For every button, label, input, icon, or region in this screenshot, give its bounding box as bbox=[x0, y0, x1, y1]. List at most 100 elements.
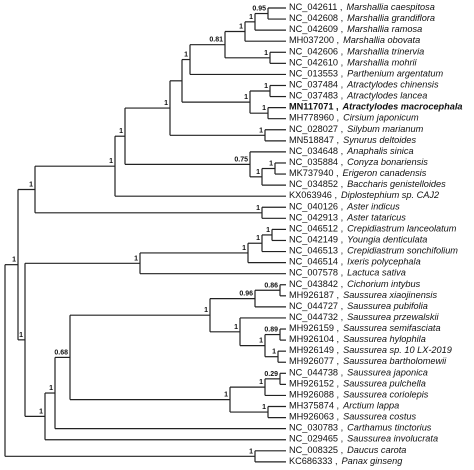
accession: NC_043842 , bbox=[289, 279, 343, 289]
leaf-label: MH926149 , Saussurea sp. 10 LX-2019 bbox=[289, 346, 452, 356]
leaf-label: NC_044727 , Saussurea pubifolia bbox=[289, 301, 428, 311]
accession: MH037200 , bbox=[289, 36, 339, 46]
accession: NC_040126 , bbox=[289, 202, 343, 212]
accession: NC_044738 , bbox=[289, 368, 343, 378]
species: Saussurea pubifolia bbox=[347, 301, 428, 311]
leaf-label: NC_042609 , Marshallia ramosa bbox=[289, 25, 422, 35]
leaf-label: NC_037483 , Atractylodes lancea bbox=[289, 91, 427, 101]
species: Saussurea sp. 10 LX-2019 bbox=[343, 346, 452, 356]
species: Daucus carota bbox=[347, 445, 406, 455]
species: Atractylodes macrocephala bbox=[342, 102, 463, 112]
species: Ixeris polycephala bbox=[347, 257, 421, 267]
support-value: 0.86 bbox=[264, 282, 278, 289]
accession: NC_028027 , bbox=[289, 124, 343, 134]
support-value: 1 bbox=[249, 14, 253, 21]
leaf-label: MH926187 , Saussurea xiaojinensis bbox=[289, 290, 437, 300]
leaf-label: KC686333 , Panax ginseng bbox=[289, 456, 403, 466]
accession: NC_037483 , bbox=[289, 91, 343, 101]
support-value: 1 bbox=[29, 181, 33, 188]
accession: NC_030783 , bbox=[289, 423, 343, 433]
support-value: 1 bbox=[256, 235, 260, 242]
species: Saussurea pulchella bbox=[343, 379, 426, 389]
species: Saussurea bartholomewii bbox=[343, 357, 447, 367]
accession: MH926063 , bbox=[289, 412, 339, 422]
leaf-label: MH778960 , Cirsium japonicum bbox=[289, 113, 419, 123]
species: Saussurea przewalskii bbox=[347, 312, 439, 322]
species: Silybum marianum bbox=[347, 124, 423, 134]
accession: MN518847 , bbox=[289, 135, 339, 145]
species: Diplostephium sp. CAJ2 bbox=[341, 191, 439, 201]
accession: NC_046514 , bbox=[289, 257, 343, 267]
accession: MH778960 , bbox=[289, 113, 339, 123]
support-value: 0.75 bbox=[234, 156, 248, 163]
support-value: 1 bbox=[224, 392, 228, 399]
leaf-label: MH926088 , Saussurea coriolepis bbox=[289, 390, 429, 400]
accession: NC_035884 , bbox=[289, 157, 343, 167]
species: Erigeron canadensis bbox=[343, 168, 427, 178]
leaf-label: MH926077 , Saussurea bartholomewii bbox=[289, 357, 447, 367]
leaf-label: MH926063 , Saussurea costus bbox=[289, 412, 416, 422]
leaf-label: MK737940 , Erigeron canadensis bbox=[289, 168, 427, 178]
support-value: 1 bbox=[234, 324, 238, 331]
support-value: 1 bbox=[249, 448, 253, 455]
species: Parthenium argentatum bbox=[347, 69, 443, 79]
species: Marshallia mohrii bbox=[347, 58, 417, 68]
support-value: 1 bbox=[269, 161, 273, 168]
accession: NC_007578 , bbox=[289, 268, 343, 278]
accession: NC_037484 , bbox=[289, 80, 343, 90]
leaf-label: NC_030783 , Carthamus tinctorius bbox=[289, 423, 432, 433]
species: Youngia denticulata bbox=[347, 235, 427, 245]
accession: MH926077 , bbox=[289, 357, 339, 367]
leaf-label: MH926159 , Saussurea semifasciata bbox=[289, 323, 441, 333]
support-value: 1 bbox=[256, 169, 260, 176]
support-value: 0.96 bbox=[239, 291, 253, 298]
leaf-label: NC_046514 , Ixeris polycephala bbox=[289, 257, 421, 267]
leaf-label: NC_040126 , Aster indicus bbox=[289, 202, 400, 212]
species: Saussurea costus bbox=[343, 412, 416, 422]
leaf-label: NC_007578 , Lactuca sativa bbox=[289, 268, 406, 278]
species: Arctium lappa bbox=[342, 401, 399, 411]
leaf-label: NC_029465 , Saussurea involucrata bbox=[289, 434, 438, 444]
species: Aster indicus bbox=[346, 202, 400, 212]
species: Cirsium japonicum bbox=[343, 113, 419, 123]
accession: NC_042149 , bbox=[289, 235, 343, 245]
leaf-label: MH375874 , Arctium lappa bbox=[289, 401, 399, 411]
species: Saussurea semifasciata bbox=[343, 323, 441, 333]
leaf-label: MH926152 , Saussurea pulchella bbox=[289, 379, 426, 389]
species: Marshallia ramosa bbox=[347, 25, 422, 35]
accession: NC_042610 , bbox=[289, 58, 343, 68]
support-value: 0.29 bbox=[264, 371, 278, 378]
species: Saussurea coriolepis bbox=[343, 390, 429, 400]
species: Baccharis genistelloides bbox=[347, 180, 446, 190]
support-value: 1 bbox=[256, 205, 260, 212]
support-value: 1 bbox=[262, 105, 266, 112]
support-value: 1 bbox=[262, 404, 266, 411]
accession: MH926152 , bbox=[289, 379, 339, 389]
support-value: 1 bbox=[239, 24, 243, 31]
support-value: 1 bbox=[244, 94, 248, 101]
accession: NC_029465 , bbox=[289, 434, 343, 444]
support-value: 1 bbox=[264, 50, 268, 57]
accession: NC_044727 , bbox=[289, 301, 343, 311]
leaf-label: NC_034852 , Baccharis genistelloides bbox=[289, 180, 446, 190]
species: Synurus deltoides bbox=[343, 135, 416, 145]
leaf-label: NC_042913 , Aster tataricus bbox=[289, 213, 406, 223]
species: Anaphalis sinica bbox=[346, 146, 413, 156]
leaf-label: NC_034648 , Anaphalis sinica bbox=[289, 146, 414, 156]
species: Panax ginseng bbox=[342, 456, 404, 466]
species: Atractylodes lancea bbox=[346, 91, 427, 101]
leaf-label: NC_037484 , Atractylodes chinensis bbox=[289, 80, 439, 90]
species: Marshallia grandiflora bbox=[347, 14, 435, 24]
accession: MH926187 , bbox=[289, 290, 339, 300]
support-value: 1 bbox=[259, 127, 263, 134]
leaf-label: NC_044738 , Saussurea japonica bbox=[289, 368, 428, 378]
accession: NC_042611 , bbox=[289, 2, 342, 12]
accession: NC_008325 , bbox=[289, 445, 343, 455]
leaf-label: NC_046513 , Crepidiastrum sonchifolium bbox=[289, 246, 458, 256]
leaf-label: NC_008325 , Daucus carota bbox=[289, 445, 406, 455]
support-value: 1 bbox=[39, 408, 43, 415]
support-value: 0.89 bbox=[264, 327, 278, 334]
accession: NC_034852 , bbox=[289, 180, 343, 190]
species: Saussurea hylophila bbox=[343, 335, 426, 345]
species: Carthamus tinctorius bbox=[347, 423, 432, 433]
